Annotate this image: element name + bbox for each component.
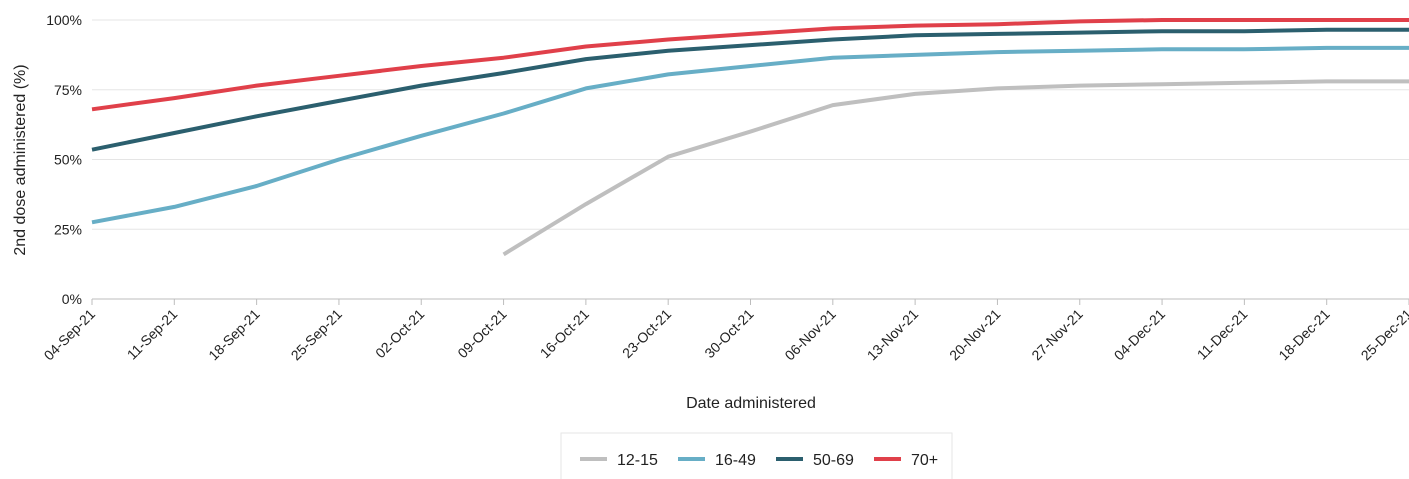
x-tick-label: 04-Sep-21 — [41, 306, 99, 364]
x-tick-label: 18-Dec-21 — [1275, 306, 1333, 364]
x-tick-label: 18-Sep-21 — [205, 306, 263, 364]
gridlines — [92, 19, 1409, 300]
x-tick-label: 16-Oct-21 — [537, 306, 592, 361]
series-line-70+ — [91, 18, 1409, 112]
x-tick-label: 06-Nov-21 — [781, 306, 839, 364]
y-tick-label: 100% — [46, 12, 82, 28]
x-tick-label: 25-Sep-21 — [288, 306, 346, 364]
x-tick-label: 02-Oct-21 — [372, 306, 427, 361]
legend-box — [560, 432, 953, 479]
y-tick-label: 75% — [54, 82, 82, 98]
x-tick-label: 23-Oct-21 — [619, 306, 674, 361]
legend-label-70+: 70+ — [911, 452, 938, 469]
x-tick-label: 11-Sep-21 — [124, 306, 181, 363]
x-tick-label: 13-Nov-21 — [864, 306, 922, 364]
x-tick-label: 09-Oct-21 — [454, 306, 509, 361]
x-tick-label: 25-Dec-21 — [1358, 306, 1409, 364]
y-axis-title: 2nd dose administered (%) — [12, 64, 29, 255]
x-tick-label: 30-Oct-21 — [701, 306, 756, 361]
x-tick-label: 11-Dec-21 — [1194, 306, 1251, 363]
legend-label-12-15: 12-15 — [617, 452, 658, 469]
series-line-12-15 — [502, 79, 1409, 257]
legend-label-16-49: 16-49 — [715, 452, 756, 469]
x-tick-label: 04-Dec-21 — [1111, 306, 1169, 364]
x-tick-label: 27-Nov-21 — [1028, 306, 1086, 364]
y-tick-label: 25% — [54, 221, 82, 237]
series-lines — [91, 18, 1409, 257]
x-tick-label: 20-Nov-21 — [946, 306, 1004, 364]
y-tick-label: 50% — [54, 152, 82, 168]
x-axis-title: Date administered — [686, 395, 816, 412]
series-line-50-69 — [91, 27, 1409, 152]
legend-label-50-69: 50-69 — [813, 452, 854, 469]
y-tick-label: 0% — [62, 291, 82, 307]
series-line-16-49 — [91, 45, 1409, 225]
legend: 12-15 16-49 50-69 70+ — [560, 432, 953, 479]
